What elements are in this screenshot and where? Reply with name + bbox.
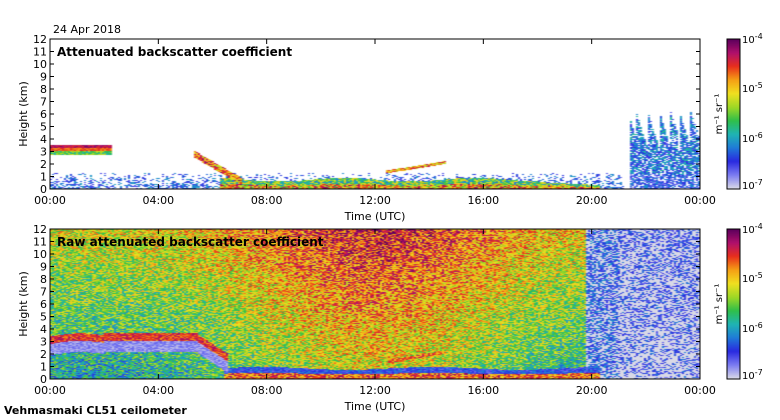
- x-tick-label: 00:00: [34, 194, 66, 207]
- x-tick-label: 00:00: [684, 194, 716, 207]
- panel-title-attenuated: Attenuated backscatter coefficient: [57, 45, 292, 59]
- heatmap-attenuated: [50, 39, 700, 189]
- y-tick-label: 0: [40, 373, 47, 386]
- x-tick-label: 12:00: [359, 194, 391, 207]
- y-tick-label: 7: [40, 286, 47, 299]
- x-axis-label-attenuated: Time (UTC): [344, 210, 406, 223]
- colorbar-frame-raw: [726, 228, 741, 380]
- date-label: 24 Apr 2018: [53, 23, 121, 36]
- y-tick-label: 5: [40, 121, 47, 134]
- colorbar-unit-raw: m⁻¹ sr⁻¹: [714, 284, 725, 325]
- colorbar-unit-attenuated: m⁻¹ sr⁻¹: [714, 94, 725, 135]
- colorbar-tick-label: 10-4: [742, 32, 763, 46]
- y-tick-label: 3: [40, 146, 47, 159]
- y-tick-label: 9: [40, 71, 47, 84]
- colorbar-gradient: [727, 39, 740, 189]
- y-tick-label: 5: [40, 311, 47, 324]
- y-tick-label: 6: [40, 108, 47, 121]
- x-tick-label: 00:00: [684, 384, 716, 397]
- colorbar-tick-label: 10-5: [742, 271, 763, 285]
- footer-label: Vehmasmaki CL51 ceilometer: [4, 404, 187, 417]
- x-tick-label: 04:00: [142, 194, 174, 207]
- colorbar-tick-label: 10-7: [742, 368, 763, 382]
- x-tick-label: 20:00: [576, 384, 608, 397]
- x-tick-label: 20:00: [576, 194, 608, 207]
- panel-title-raw: Raw attenuated backscatter coefficient: [57, 235, 324, 249]
- y-axis-label-attenuated: Height (km): [17, 81, 30, 147]
- x-tick-label: 08:00: [251, 384, 283, 397]
- y-tick-label: 11: [33, 46, 47, 59]
- y-tick-label: 3: [40, 336, 47, 349]
- y-tick-label: 6: [40, 298, 47, 311]
- y-tick-label: 4: [40, 133, 47, 146]
- colorbar-tick-label: 10-4: [742, 222, 763, 236]
- y-tick-label: 10: [33, 248, 47, 261]
- x-tick-label: 16:00: [467, 194, 499, 207]
- y-tick-label: 8: [40, 273, 47, 286]
- y-tick-label: 2: [40, 158, 47, 171]
- y-tick-label: 1: [40, 171, 47, 184]
- y-tick-label: 1: [40, 361, 47, 374]
- y-tick-label: 2: [40, 348, 47, 361]
- x-axis-label-raw: Time (UTC): [344, 400, 406, 413]
- x-tick-label: 00:00: [34, 384, 66, 397]
- x-axis-attenuated: 00:00 04:00 08:00 12:00 16:00 20:00 00:00: [34, 39, 716, 207]
- colorbar-tick-label: 10-5: [742, 81, 763, 95]
- heatmap-raw: [50, 229, 700, 379]
- y-tick-label: 12: [33, 223, 47, 236]
- y-axis-label-raw: Height (km): [17, 271, 30, 337]
- x-tick-label: 12:00: [359, 384, 391, 397]
- colorbar-frame-attenuated: [726, 38, 741, 190]
- colorbar-tick-label: 10-6: [742, 321, 763, 335]
- y-tick-label: 7: [40, 96, 47, 109]
- x-tick-label: 08:00: [251, 194, 283, 207]
- y-tick-label: 9: [40, 261, 47, 274]
- y-tick-label: 4: [40, 323, 47, 336]
- colorbar-gradient: [727, 229, 740, 379]
- y-tick-label: 11: [33, 236, 47, 249]
- y-tick-label: 12: [33, 33, 47, 46]
- colorbar-tick-label: 10-7: [742, 178, 763, 192]
- x-tick-label: 16:00: [467, 384, 499, 397]
- y-tick-label: 10: [33, 58, 47, 71]
- y-tick-label: 8: [40, 83, 47, 96]
- x-axis-raw: 00:00 04:00 08:00 12:00 16:00 20:00 00:00: [34, 229, 716, 397]
- x-tick-label: 04:00: [142, 384, 174, 397]
- colorbar-tick-label: 10-6: [742, 131, 763, 145]
- y-tick-label: 0: [40, 183, 47, 196]
